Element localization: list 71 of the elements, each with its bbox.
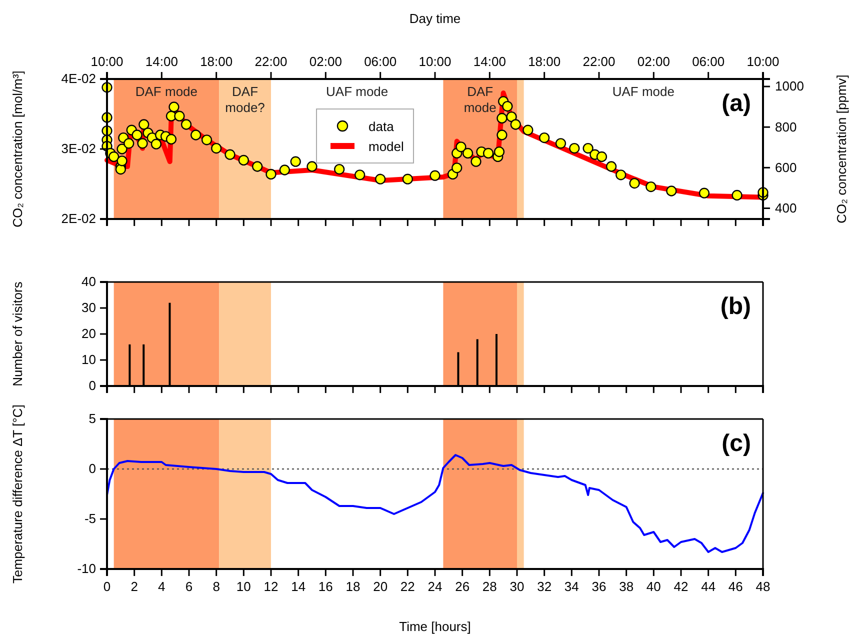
text: (b)	[720, 293, 751, 320]
annotation: UAF mode	[326, 84, 388, 99]
y-tick-label: 0	[88, 378, 96, 394]
x-tick-label: 30	[510, 579, 524, 594]
x2-tick-label: 10:00	[418, 54, 452, 69]
x-tick-label: 4	[158, 579, 166, 594]
x-tick-label: 22	[400, 579, 415, 594]
y-tick-label: -10	[77, 561, 96, 576]
x-tick-label: 28	[482, 579, 497, 594]
text: (a)	[722, 90, 751, 117]
x2-tick-label: 18:00	[200, 54, 233, 69]
x-tick-label: 26	[455, 579, 470, 594]
x-tick-label: 6	[185, 579, 193, 594]
y2-axis-title: CO₂ concentration [ppmv]	[834, 74, 849, 224]
y-tick-label: 10	[82, 352, 96, 368]
x2-tick-label: 06:00	[692, 54, 725, 69]
y-axis-title: Temperature difference ΔT [°C]	[10, 404, 25, 584]
legend-label: data	[368, 119, 395, 134]
x-tick-label: 0	[103, 579, 111, 594]
annotation: UAF mode	[612, 84, 674, 99]
x2-tick-label: 14:00	[145, 54, 178, 69]
x-tick-label: 8	[212, 579, 220, 594]
x-tick-label: 32	[537, 579, 552, 594]
y-tick-label: 0	[88, 461, 96, 476]
x-tick-label: 12	[264, 579, 278, 594]
y2-tick-label: 800	[775, 119, 797, 134]
band-label: DAF mode	[135, 84, 198, 99]
y-tick-label: 40	[82, 274, 96, 290]
x2-axis-title: Day time	[409, 11, 461, 26]
x2-tick-label: 02:00	[637, 54, 670, 69]
text: (c)	[722, 430, 751, 457]
y-tick-label: -5	[84, 511, 96, 526]
x-tick-label: 10	[236, 579, 251, 594]
x-tick-label: 14	[291, 579, 306, 594]
x-tick-label: 40	[646, 579, 661, 594]
x-tick-label: 16	[318, 579, 333, 594]
x-tick-label: 48	[756, 579, 770, 594]
y-tick-label: 30	[82, 300, 96, 316]
x2-tick-label: 02:00	[309, 54, 342, 69]
y2-tick-label: 1000	[775, 78, 804, 94]
y-tick-label: 3E-02	[61, 141, 96, 156]
x-tick-label: 24	[428, 579, 442, 594]
x2-tick-label: 18:00	[528, 54, 561, 69]
x-tick-label: 46	[728, 579, 743, 594]
x-tick-label: 18	[346, 579, 360, 594]
band-label: DAF mode?	[225, 84, 265, 115]
band-label: DAF mode	[464, 84, 496, 115]
x-tick-label: 34	[564, 579, 579, 594]
x2-tick-label: 10:00	[746, 54, 780, 69]
y2-tick-label: 600	[775, 160, 797, 175]
y-tick-label: 20	[82, 326, 96, 342]
x-tick-label: 36	[592, 579, 606, 594]
x-tick-label: 42	[674, 579, 688, 594]
x-tick-label: 44	[701, 579, 716, 594]
x-tick-label: 20	[373, 579, 388, 594]
x-tick-label: 2	[130, 579, 138, 594]
y2-tick-label: 400	[775, 200, 797, 216]
y-tick-label: 4E-02	[61, 71, 96, 86]
x2-tick-label: 22:00	[254, 54, 288, 69]
x2-tick-label: 22:00	[582, 54, 616, 69]
legend-label: model	[368, 139, 404, 154]
y-axis-title: Number of visitors	[10, 281, 25, 386]
x-tick-label: 38	[619, 579, 634, 594]
x2-tick-label: 14:00	[473, 54, 506, 69]
y-tick-label: 5	[88, 411, 96, 426]
line-series	[106, 454, 764, 553]
x2-tick-label: 06:00	[364, 54, 397, 69]
y-axis-title: CO₂ concentration [mol/m³]	[10, 70, 25, 228]
x-axis-title: Time [hours]	[399, 619, 471, 634]
x2-tick-label: 10:00	[90, 54, 124, 69]
y-tick-label: 2E-02	[61, 211, 96, 226]
